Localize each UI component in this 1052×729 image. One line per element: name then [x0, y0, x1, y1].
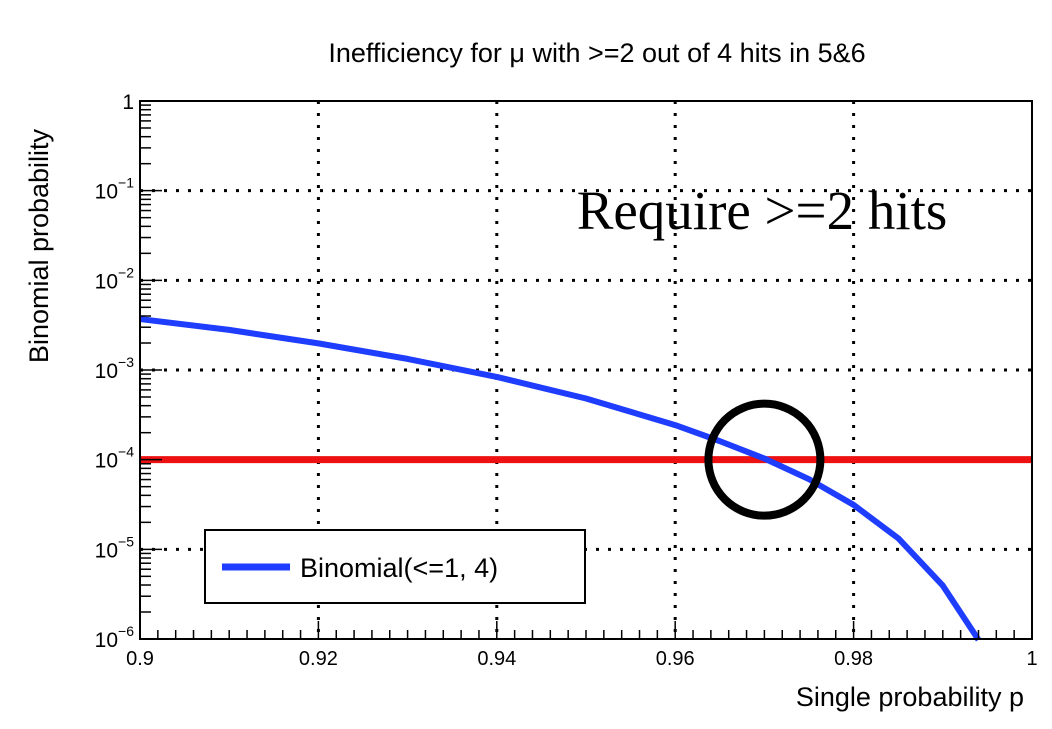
x-tick-label: 0.98	[834, 648, 873, 670]
y-tick-label: 10−3	[95, 354, 135, 383]
y-tick-label: 10−6	[95, 623, 135, 652]
x-tick-label: 0.96	[656, 648, 695, 670]
x-tick-label: 0.9	[126, 648, 154, 670]
series-layer	[139, 316, 1032, 642]
x-tick-label: 1	[1026, 648, 1037, 670]
y-tick-label: 10−5	[95, 533, 135, 562]
legend-label: Binomial(<=1, 4)	[300, 553, 498, 583]
chart-title: Inefficiency for μ with >=2 out of 4 hit…	[328, 38, 865, 68]
x-axis-label: Single probability p	[796, 682, 1024, 712]
highlight-circle	[704, 399, 825, 520]
y-tick-label: 10−4	[95, 444, 135, 473]
x-tick-label: 0.92	[299, 648, 338, 670]
plot-frame	[139, 100, 1033, 640]
x-tick-label: 0.94	[477, 648, 516, 670]
series-line	[139, 316, 981, 642]
y-tick-label: 10−1	[95, 175, 135, 204]
axes: 0.9 0.92 0.94 0.96 0.98 1 1 10−1 10−2 10−3 10−4 10−…	[95, 91, 1038, 670]
legend: Binomial(<=1, 4)	[204, 529, 586, 604]
y-tick-label: 1	[122, 91, 134, 114]
y-axis-label: Binomial probability	[24, 128, 54, 363]
annotation-text: Require >=2 hits	[577, 180, 948, 241]
y-tick-label: 10−2	[95, 264, 135, 293]
